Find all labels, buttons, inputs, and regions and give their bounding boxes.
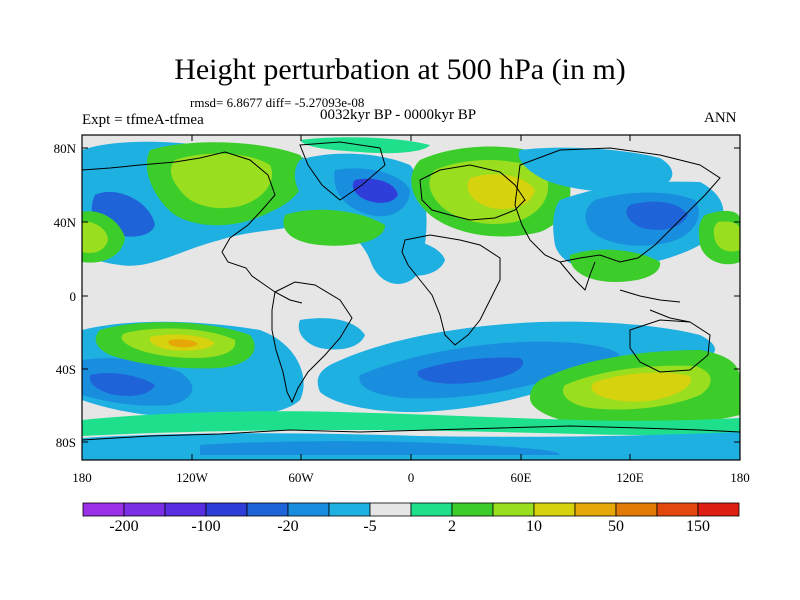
lat-label: 80S xyxy=(55,435,76,450)
colorbar-swatch xyxy=(246,502,289,517)
coast-australia xyxy=(629,319,711,373)
colorbar-label: 2 xyxy=(448,518,456,535)
lat-label: 40N xyxy=(53,215,76,230)
period-label: 0032kyr BP - 0000kyr BP xyxy=(320,107,477,123)
nh-blue-west-africa xyxy=(377,238,445,276)
coast-north-america xyxy=(82,151,303,304)
coastlines xyxy=(82,141,740,441)
lon-label: 180 xyxy=(72,470,92,485)
sh-blue-south-pacific-inner xyxy=(89,373,155,396)
coast-south-america xyxy=(271,281,353,404)
colorbar-swatch xyxy=(656,502,699,517)
sh-yellow-indian-ocean xyxy=(591,372,691,402)
colorbar-swatch xyxy=(82,502,125,517)
coast-asia xyxy=(514,147,721,263)
colorbar-swatch xyxy=(328,502,371,517)
colorbar xyxy=(82,502,740,517)
colorbar-swatch xyxy=(697,502,740,517)
nh-top-teal xyxy=(300,137,430,154)
colorbar-label: 150 xyxy=(686,518,710,535)
lon-label: 120W xyxy=(176,470,208,485)
colorbar-label: -5 xyxy=(363,518,377,535)
stats-line: rmsd= 6.8677 diff= -5.27093e-08 xyxy=(190,95,365,110)
colorbar-label: -100 xyxy=(191,518,221,535)
nh-blue-north-europe xyxy=(518,147,673,192)
lat-label: 40S xyxy=(55,362,76,377)
colorbar-swatch xyxy=(123,502,166,517)
coast-india xyxy=(559,261,596,291)
colorbar-swatch xyxy=(369,502,412,517)
nh-yellowgreen-north-america xyxy=(170,153,273,209)
colorbar-swatch xyxy=(287,502,330,517)
colorbar-label: -200 xyxy=(109,518,139,535)
colorbar-swatch xyxy=(205,502,248,517)
nh-blue-asia xyxy=(626,201,688,230)
nh-yellowgreen-east-edge xyxy=(713,221,740,252)
nh-green-midatlantic xyxy=(283,209,385,246)
colorbar-swatch xyxy=(615,502,658,517)
sh-lightblue-south-america xyxy=(298,318,365,350)
chart-title: Height perturbation at 500 hPa (in m) xyxy=(174,53,626,86)
nh-yellowgreen-west-edge xyxy=(82,221,108,254)
colorbar-swatch xyxy=(533,502,576,517)
coast-maritime xyxy=(619,289,691,323)
contour-field xyxy=(82,135,740,460)
colorbar-swatch xyxy=(451,502,494,517)
coast-africa xyxy=(401,234,501,346)
colorbar-label: 10 xyxy=(526,518,542,535)
colorbar-swatch xyxy=(164,502,207,517)
lon-label: 120E xyxy=(616,470,644,485)
lon-label: 60W xyxy=(288,470,314,485)
sh-midblue-antarctic xyxy=(200,441,560,455)
sh-teal-south-band xyxy=(82,411,740,436)
coast-europe xyxy=(419,164,526,221)
sh-blue-south-atlantic-inner xyxy=(417,357,524,384)
coast-greenland xyxy=(299,141,386,201)
axis-ticks xyxy=(81,135,741,460)
lat-label: 0 xyxy=(69,289,77,304)
colorbar-swatch xyxy=(574,502,617,517)
colorbar-swatch xyxy=(410,502,453,517)
lon-label: 0 xyxy=(407,470,415,485)
season-label: ANN xyxy=(704,110,737,126)
sh-orange-south-pacific xyxy=(168,339,198,348)
coast-antarctica xyxy=(82,425,740,441)
lon-label: 180 xyxy=(730,470,750,485)
colorbar-label: 50 xyxy=(608,518,624,535)
lat-label: 80N xyxy=(53,141,76,156)
lon-label: 60E xyxy=(510,470,532,485)
colorbar-label: -20 xyxy=(277,518,299,535)
nh-darkblue-atlantic xyxy=(352,178,398,203)
colorbar-swatch xyxy=(492,502,535,517)
experiment-label: Expt = tfmeA-tfmea xyxy=(82,112,204,128)
